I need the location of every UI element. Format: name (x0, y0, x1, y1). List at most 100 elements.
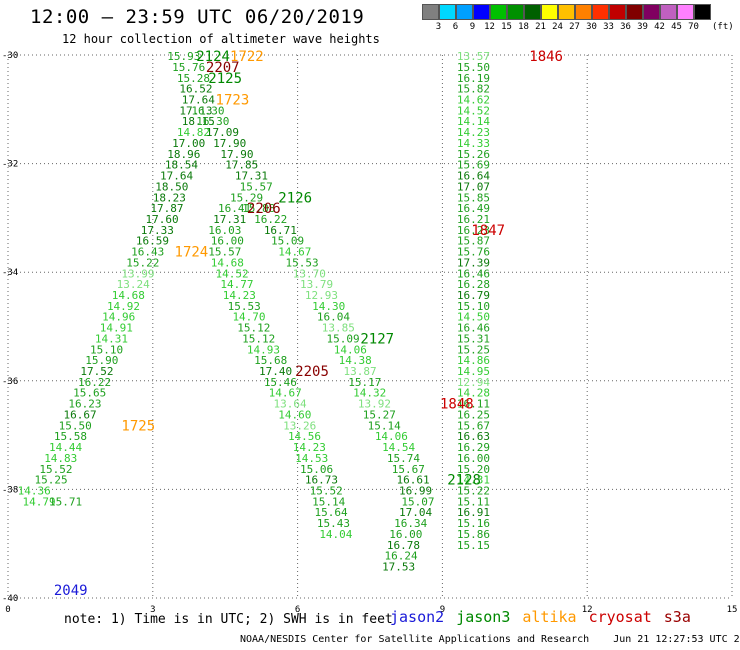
color-scale-tick: 21 (535, 22, 546, 32)
page-title: 12:00 – 23:59 UTC 06/20/2019 (30, 6, 365, 28)
swh-value-label: 14.67 (278, 246, 311, 259)
swh-value-label: 14.50 (457, 311, 490, 324)
swh-value-label: 18.15 (182, 115, 215, 128)
pass-id-label: 2205 (295, 364, 329, 380)
swh-value-label: 16.71 (264, 224, 297, 237)
swh-value-label: 17.64 (160, 170, 193, 183)
swh-value-label: 16.30 (196, 115, 229, 128)
swh-value-label: 16.22 (254, 213, 287, 226)
swh-value-label: 13.24 (117, 278, 150, 291)
swh-value-label: 13.99 (121, 267, 154, 280)
x-tick-label: 6 (295, 605, 300, 615)
credit-text: NOAA/NESDIS Center for Satellite Applica… (240, 634, 590, 645)
swh-value-label: 15.68 (254, 354, 287, 367)
swh-value-label: 15.86 (457, 528, 490, 541)
swh-value-label: 16.29 (457, 441, 490, 454)
swh-value-label: 17.90 (220, 148, 253, 161)
color-scale-tick: 30 (586, 22, 597, 32)
swh-value-label: 14.62 (457, 94, 490, 107)
color-scale-tick: 6 (452, 22, 459, 32)
swh-value-label: 15.52 (39, 463, 72, 476)
swh-value-label: 15.29 (230, 191, 263, 204)
pass-id-label: 1723 (216, 93, 250, 109)
swh-value-label: 17.04 (399, 506, 432, 519)
swh-value-label: 16.00 (389, 528, 422, 541)
color-swatch (490, 4, 507, 20)
swh-value-label: 14.67 (269, 387, 302, 400)
swh-value-label: 14.32 (353, 387, 386, 400)
swh-value-label: 16.11 (457, 398, 490, 411)
legend-entry-cryosat: cryosat (588, 608, 652, 626)
swh-value-label: 14.82 (177, 126, 210, 139)
color-swatch (677, 4, 694, 20)
pass-id-label: 1722 (230, 49, 264, 65)
color-swatch (541, 4, 558, 20)
swh-value-label: 14.77 (220, 278, 253, 291)
color-swatch (558, 4, 575, 20)
swh-value-label: 15.14 (368, 419, 401, 432)
color-swatch (439, 4, 456, 20)
pass-id-label: 2207 (206, 60, 240, 76)
swh-value-label: 15.25 (35, 474, 68, 487)
pass-id-label: 2125 (208, 71, 242, 87)
swh-value-label: 14.53 (295, 452, 328, 465)
swh-value-label: 16.61 (397, 474, 430, 487)
swh-value-label: 16.21 (457, 213, 490, 226)
swh-value-label: 14.33 (457, 137, 490, 150)
swh-value-label: 16.25 (457, 408, 490, 421)
swh-value-label: 17.64 (182, 94, 215, 107)
swh-value-label: 14.86 (457, 354, 490, 367)
swh-value-label: 15.12 (237, 322, 270, 335)
swh-value-label: 14.56 (288, 430, 321, 443)
swh-value-label: 15.53 (228, 300, 261, 313)
swh-value-label: 15.87 (457, 235, 490, 248)
pass-id-label: 2206 (247, 201, 281, 217)
swh-value-label: 12.94 (457, 376, 490, 389)
footnote: note: 1) Time is in UTC; 2) SWH is in fe… (64, 612, 393, 627)
swh-value-label: 13.92 (358, 398, 391, 411)
swh-value-label: 13.57 (457, 50, 490, 63)
legend-entry-jason2: jason2 (390, 608, 445, 626)
swh-value-label: 13.79 (300, 278, 333, 291)
swh-value-label: 18.96 (167, 148, 200, 161)
pass-id-label: 2126 (278, 190, 312, 206)
swh-value-label: 17.07 (457, 180, 490, 193)
swh-value-label: 16.30 (191, 104, 224, 117)
swh-value-label: 14.52 (457, 104, 490, 117)
footer-credit: NOAA/NESDIS Center for Satellite Applica… (240, 634, 740, 645)
swh-value-label: 15.14 (312, 495, 345, 508)
swh-value-label: 14.44 (49, 441, 82, 454)
swh-value-label: 15.16 (457, 517, 490, 530)
swh-value-label: 13.85 (322, 322, 355, 335)
swh-value-label: 17.90 (213, 137, 246, 150)
color-scale-tick: 12 (484, 22, 495, 32)
swh-value-label: 14.06 (375, 430, 408, 443)
color-scale-tick: 3 (435, 22, 442, 32)
swh-value-label: 15.67 (457, 419, 490, 432)
color-scale-tick: 27 (569, 22, 580, 32)
swh-value-label: 15.67 (392, 463, 425, 476)
swh-value-label: 15.76 (457, 246, 490, 259)
swh-value-label: 15.31 (457, 332, 490, 345)
pass-id-label: 2049 (54, 583, 88, 599)
swh-value-label: 15.58 (54, 430, 87, 443)
swh-value-label: 15.09 (271, 235, 304, 248)
swh-value-label: 16.46 (457, 267, 490, 280)
y-tick-label: -36 (2, 377, 18, 387)
swh-value-label: 15.53 (286, 256, 319, 269)
swh-value-label: 16.04 (317, 311, 350, 324)
swh-value-label: 15.90 (85, 354, 118, 367)
swh-value-label: 17.39 (457, 256, 490, 269)
swh-value-label: 17.85 (225, 159, 258, 172)
swh-value-label: 17.40 (259, 365, 292, 378)
color-scale-bar (422, 4, 711, 20)
y-tick-label: -40 (2, 594, 18, 604)
swh-value-label: 16.49 (457, 202, 490, 215)
swh-value-label: 15.22 (457, 484, 490, 497)
swh-value-label: 14.68 (211, 256, 244, 269)
pass-id-label: 1848 (440, 397, 474, 413)
swh-value-label: 15.17 (348, 376, 381, 389)
swh-value-label: 16.79 (457, 289, 490, 302)
swh-value-label: 15.46 (264, 376, 297, 389)
